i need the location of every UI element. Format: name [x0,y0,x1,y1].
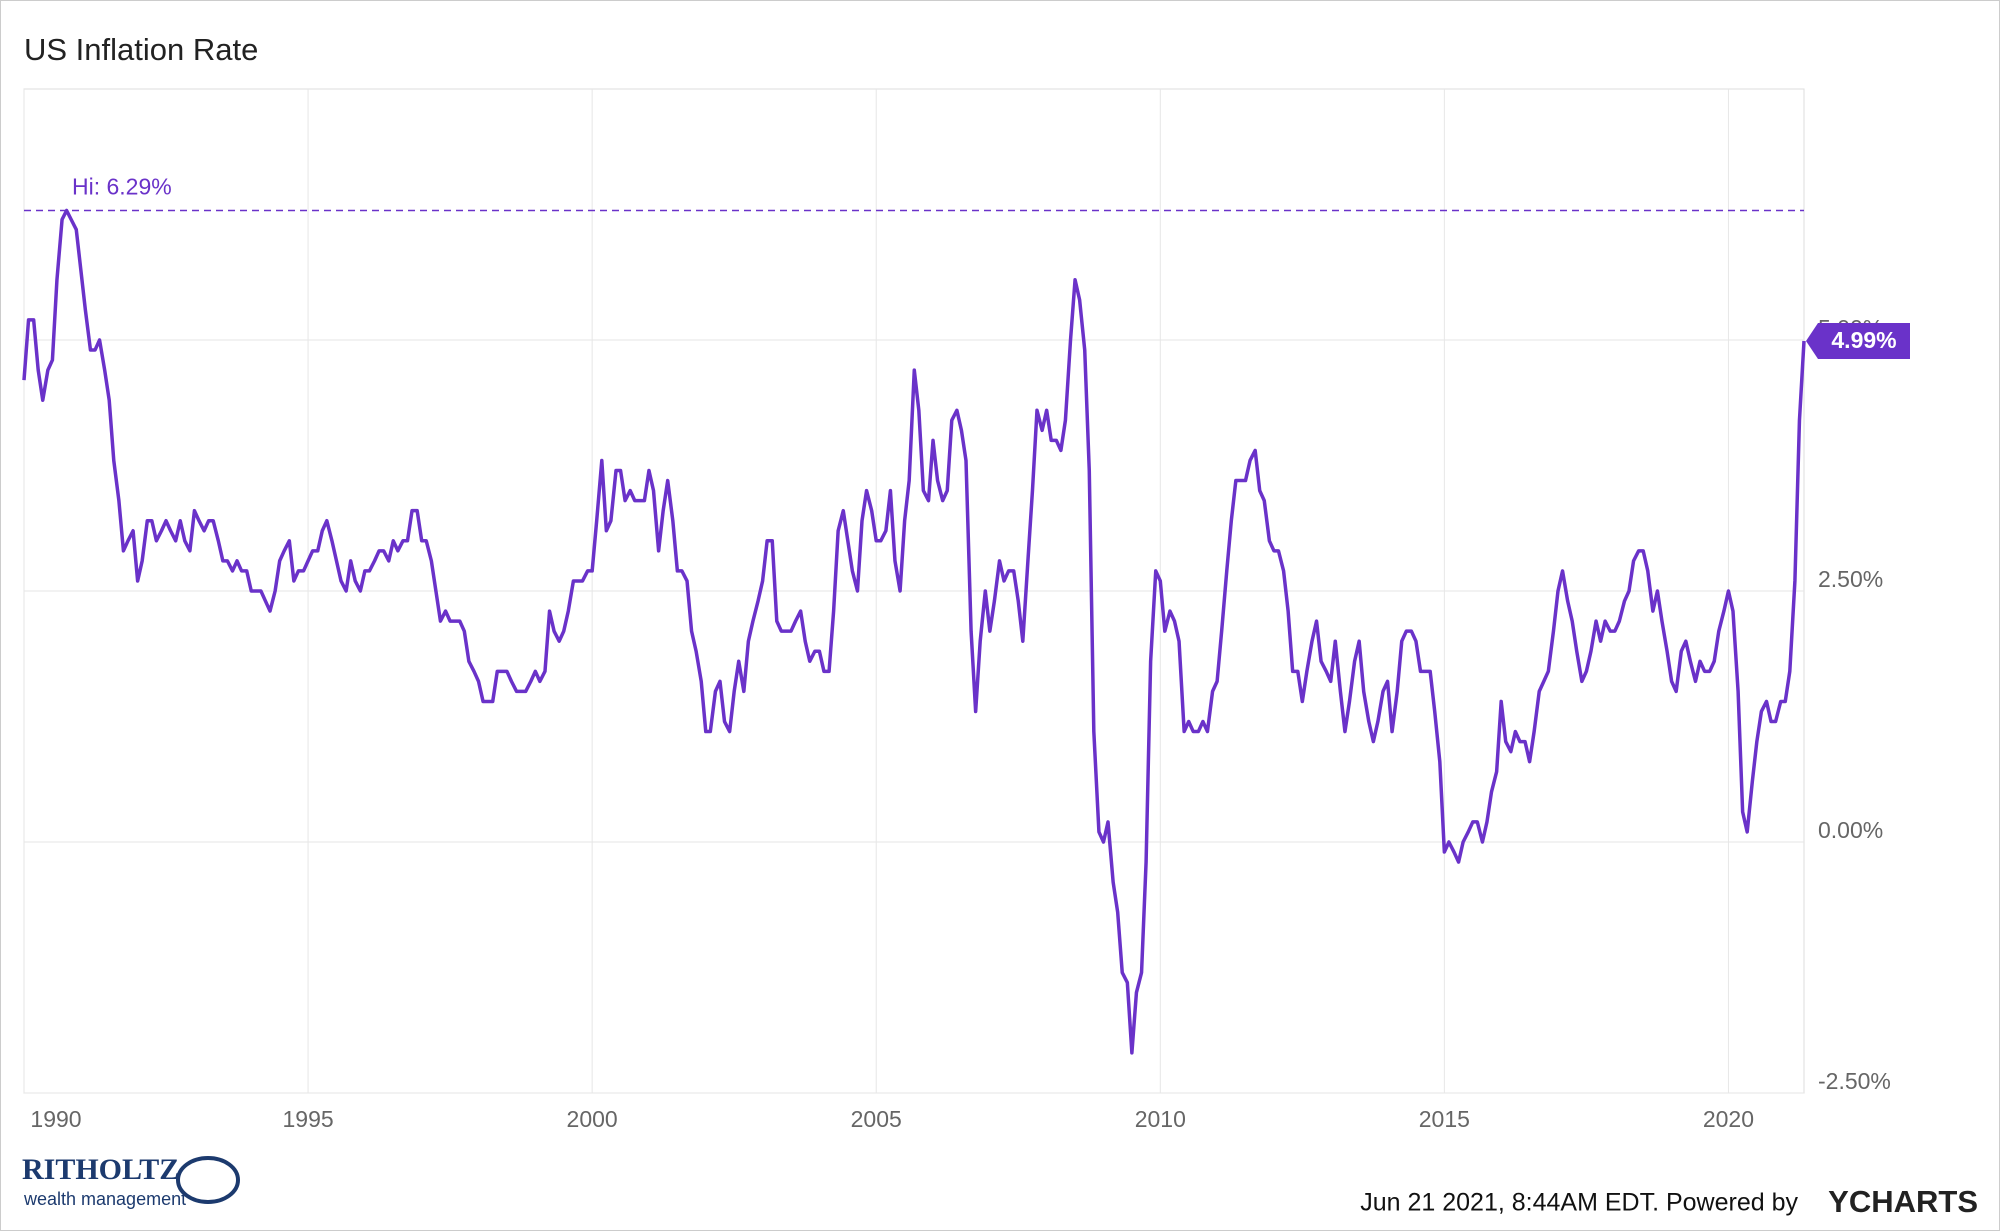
x-tick-label: 2020 [1703,1106,1754,1132]
y-tick-label: -2.50% [1818,1068,1891,1094]
x-tick-label: 1990 [30,1106,81,1132]
brand: YCHARTS [1828,1184,1978,1219]
y-tick-label: 2.50% [1818,566,1883,592]
logo-mark [176,1156,240,1204]
x-tick-label: 2005 [851,1106,902,1132]
x-tick-label: 1995 [282,1106,333,1132]
x-tick-label: 2010 [1135,1106,1186,1132]
line-series [22,208,1806,1055]
logo: RITHOLTZ [22,1153,179,1186]
timestamp: Jun 21 2021, 8:44AM EDT. Powered by [1360,1189,1798,1217]
last-value-badge [1806,323,1910,360]
y-tick-label: 0.00% [1818,817,1883,843]
hi-label: Hi: 6.29% [72,174,172,200]
x-tick-label: 2000 [567,1106,618,1132]
logo-sub: wealth management [23,1189,186,1209]
x-tick-label: 2015 [1419,1106,1470,1132]
chart-title: US Inflation Rate [24,32,258,67]
last-value-label: 4.99% [1831,327,1896,353]
